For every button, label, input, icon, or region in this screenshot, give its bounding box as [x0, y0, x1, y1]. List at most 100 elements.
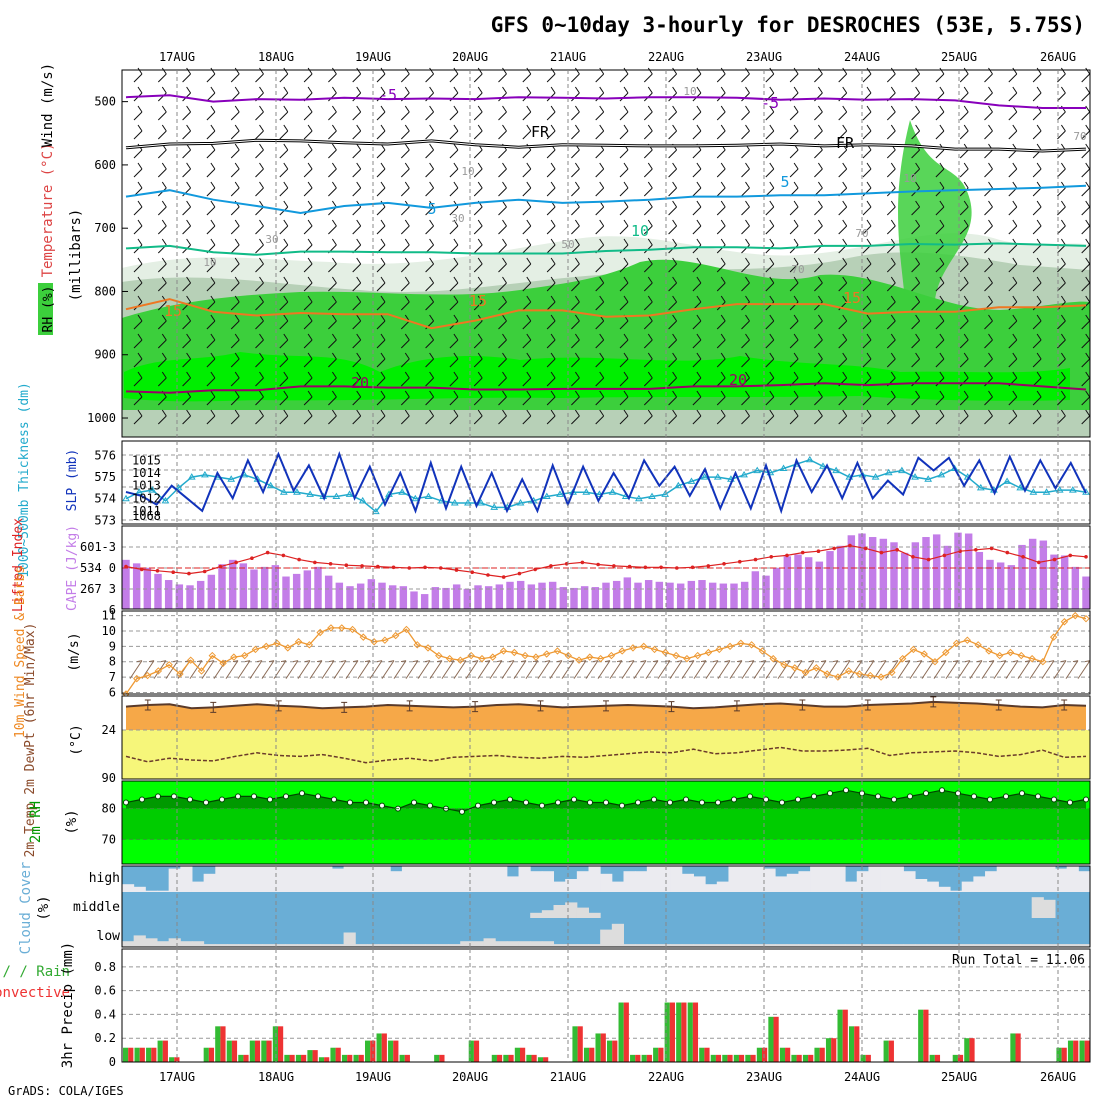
rh-contour-label: 50	[561, 238, 574, 251]
pressure-axis-label: (millibars)	[68, 209, 84, 302]
date-label-top: 17AUG	[159, 50, 195, 64]
temp-minmax-bar	[537, 700, 544, 712]
temp-minmax-bar	[341, 701, 348, 713]
wind-barb	[376, 219, 386, 235]
low-cloud-cell	[390, 944, 403, 947]
wind-barb	[255, 219, 264, 235]
wind-barb	[716, 105, 726, 121]
precip-conv-bar	[589, 1047, 595, 1062]
wind-barb	[1081, 105, 1091, 121]
isotherm-label: -5	[379, 86, 397, 104]
wind-barb	[789, 124, 799, 140]
wind-barb	[1081, 409, 1091, 425]
wind-barb	[133, 200, 143, 216]
wind-barb	[279, 143, 289, 159]
cape-bar	[836, 545, 845, 609]
wind-speed-marker	[1082, 614, 1090, 623]
rh2m-marker	[315, 793, 321, 800]
wind-bg	[122, 611, 1090, 694]
low-cloud-cell	[973, 944, 986, 947]
wind-barb	[935, 219, 945, 235]
precip-total-bar	[434, 1054, 440, 1062]
wind-speed-marker	[1028, 654, 1036, 663]
wind-barb	[571, 257, 580, 273]
wind-barb	[133, 124, 143, 140]
wind-barb	[303, 67, 313, 83]
wind-speed-marker	[133, 674, 141, 683]
wind-barb	[498, 124, 507, 140]
low-cloud-cell	[565, 944, 578, 947]
surface-barb	[393, 660, 407, 679]
wind-barb	[522, 295, 532, 311]
wind-barb	[814, 314, 823, 330]
upper-wind-barbs	[133, 67, 1091, 425]
high-cloud-cell	[1031, 866, 1044, 892]
wind-barb	[376, 124, 386, 140]
rh-bright-area	[124, 352, 1070, 402]
cape-bar	[271, 565, 280, 609]
precip-conv-bar	[969, 1038, 975, 1062]
surface-barb	[645, 660, 659, 679]
wind-barb	[449, 276, 459, 292]
cape-bar	[826, 551, 834, 609]
high-cloud-cell	[565, 879, 578, 892]
temp-minmax-bar	[864, 699, 871, 711]
thickness-marker	[542, 492, 551, 500]
low-cloud-cell	[1020, 944, 1033, 947]
wind-tick-label: 11	[102, 609, 116, 623]
lifted-index-line	[125, 544, 1087, 578]
wind-barb	[1081, 86, 1091, 102]
wind-barb	[157, 314, 167, 330]
wind-barb	[498, 409, 507, 425]
wind-barb	[741, 276, 750, 292]
pressure-tick-label: 700	[94, 221, 116, 235]
bottom-date-axis: 17AUG 18AUG 19AUG 20AUG 21AUG 22AUG 23AUG 24AUG…	[159, 1070, 1076, 1084]
wind-barb	[692, 333, 702, 349]
wind-barb	[765, 276, 775, 292]
wind-barb	[886, 295, 896, 311]
wind-barb	[838, 219, 848, 235]
wind-barb	[643, 219, 653, 235]
wind-barb	[911, 295, 921, 311]
high-cloud-cell	[821, 866, 834, 892]
temp-minmax-bar	[144, 699, 151, 711]
surface-barb	[477, 660, 491, 679]
precip-total-bar	[353, 1054, 359, 1062]
cape-bar	[410, 591, 418, 609]
thickness-marker	[898, 466, 906, 474]
wind-barb	[1008, 219, 1018, 235]
high-cloud-cell	[740, 866, 753, 892]
wind-speed-marker	[1017, 651, 1025, 660]
wind-barb	[230, 314, 240, 330]
cape-bar	[431, 587, 440, 609]
middle-cloud-cell	[530, 912, 543, 918]
precip-conv-bar	[266, 1040, 272, 1062]
wind-barb	[400, 219, 410, 235]
wind-barb	[425, 276, 435, 292]
wind-barb	[984, 124, 993, 140]
surface-barb	[897, 660, 911, 679]
lifted-index-marker	[1021, 555, 1025, 559]
lifted-index-marker	[580, 560, 585, 565]
thickness-marker	[1029, 488, 1038, 495]
surface-barb	[309, 660, 323, 679]
pressure-tick-label: 800	[94, 284, 116, 298]
surface-barb	[489, 660, 503, 679]
wind-barb	[716, 409, 726, 425]
wind-barb	[206, 314, 216, 330]
wind-barb	[279, 181, 289, 197]
wind-barb	[279, 390, 289, 406]
isotherm-label: 15	[843, 289, 861, 307]
wind-barb	[911, 276, 921, 292]
thickness-marker	[1016, 483, 1025, 491]
wind-speed-marker	[877, 673, 885, 681]
wind-speed-marker	[769, 654, 777, 663]
date-label-bottom: 21AUG	[550, 1070, 586, 1084]
precip-total-bar	[664, 1002, 670, 1062]
wind-barb	[133, 105, 143, 121]
rh2m-marker	[219, 796, 225, 803]
wind-barb	[1032, 162, 1042, 178]
surface-barb	[957, 660, 971, 679]
rh2m-marker	[955, 790, 961, 797]
wind-barb	[522, 219, 532, 235]
